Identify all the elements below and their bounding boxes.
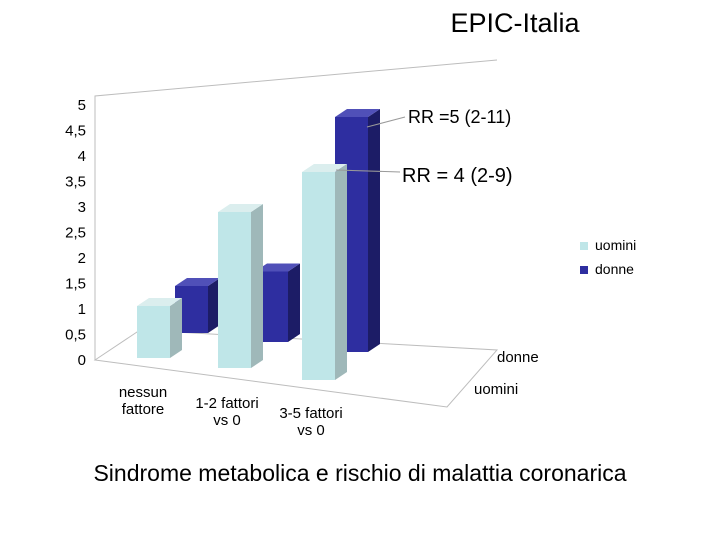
x-axis-labels: nessun fattore 1-2 fattori vs 0 3-5 fattori v…	[119, 384, 343, 439]
gridline	[95, 202, 497, 274]
x-category-label-line: vs 0	[213, 412, 241, 429]
legend-swatch-donne	[580, 266, 588, 274]
y-tick-label: 2,5	[65, 225, 86, 242]
depth-axis-labels: donne uomini	[474, 349, 539, 398]
gridline	[95, 151, 497, 223]
bar-donne-1-top	[175, 278, 220, 286]
y-tick-label: 1,5	[65, 276, 86, 293]
bar-donne-2-side	[288, 263, 300, 342]
bar-uomini-3	[302, 164, 347, 380]
y-tick-label: 4,5	[65, 123, 86, 140]
x-category-label: 3-5 fattori vs 0	[279, 405, 342, 439]
x-category-label-line: vs 0	[297, 422, 325, 439]
bar-uomini-1	[137, 298, 182, 358]
x-category-label: nessun fattore	[119, 384, 167, 418]
gridline	[95, 176, 497, 248]
chart-walls	[93, 59, 499, 408]
bar-uomini-2-top	[218, 204, 263, 212]
chart-floor	[93, 329, 499, 408]
x-category-label-line: fattore	[122, 401, 165, 418]
y-tick-label: 1	[78, 301, 86, 318]
gridline	[95, 24, 497, 96]
bar-donne-3-top	[335, 109, 380, 117]
x-category-label-line: nessun	[119, 384, 167, 401]
legend-label-uomini: uomini	[595, 237, 636, 253]
slide-title: EPIC-Italia	[450, 8, 580, 38]
annotation-rr-donne: RR =5 (2-11)	[408, 107, 511, 127]
y-tick-label: 3	[78, 199, 86, 216]
bar-uomini-2	[218, 204, 263, 368]
bar-uomini-1-top	[137, 298, 182, 306]
bar-uomini-3-front	[302, 172, 335, 380]
y-tick-label: 5	[78, 97, 86, 114]
bar-uomini-1-front	[137, 306, 170, 358]
y-axis-ticks: 0 0,5 1 1,5 2 2,5 3 3,5 4 4,5 5	[65, 97, 86, 369]
depth-label-donne: donne	[497, 349, 539, 366]
legend-swatch-uomini	[580, 242, 588, 250]
bar-uomini-3-side	[335, 164, 347, 380]
annotation-leader-2	[335, 169, 401, 173]
bar-uomini-3-top	[302, 164, 347, 172]
annotation-leader-1	[366, 116, 406, 128]
bar-donne-1-side	[208, 278, 220, 333]
slide-caption: Sindrome metabolica e rischio di malatti…	[93, 460, 627, 486]
chart-legend: uomini donne	[580, 237, 636, 277]
chart-wall-edge	[94, 59, 498, 360]
x-category-label-line: 1-2 fattori	[195, 395, 258, 412]
annotation-rr-uomini: RR = 4 (2-9)	[402, 165, 513, 187]
chart-bars	[137, 109, 380, 380]
bar-donne-3-side	[368, 109, 380, 352]
y-tick-label: 2	[78, 250, 86, 267]
y-tick-label: 4	[78, 148, 86, 165]
y-tick-label: 0	[78, 352, 86, 369]
bar-uomini-1-side	[170, 298, 182, 358]
x-category-label-line: 3-5 fattori	[279, 405, 342, 422]
bar-uomini-2-side	[251, 204, 263, 368]
y-tick-label: 0,5	[65, 327, 86, 344]
depth-label-uomini: uomini	[474, 381, 518, 398]
chart-annotations: RR =5 (2-11) RR = 4 (2-9)	[335, 107, 513, 187]
bar-uomini-2-front	[218, 212, 251, 368]
x-category-label: 1-2 fattori vs 0	[195, 395, 258, 429]
y-tick-label: 3,5	[65, 174, 86, 191]
bar-donne-2-top	[255, 263, 300, 272]
legend-label-donne: donne	[595, 261, 634, 277]
